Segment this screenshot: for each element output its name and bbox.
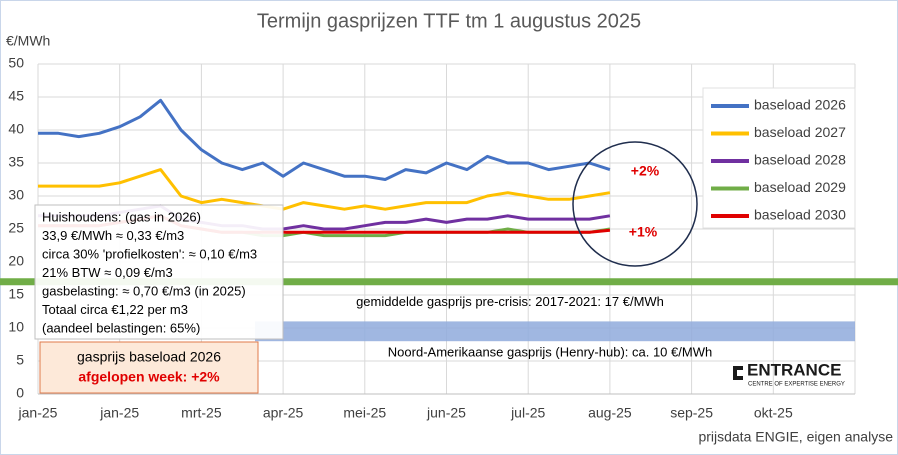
y-tick-label: 35 (8, 154, 24, 170)
logo-mark (733, 366, 743, 380)
legend-label: baseload 2028 (754, 152, 846, 168)
info-line: (aandeel belastingen: 65%) (42, 320, 200, 335)
y-tick-label: 50 (8, 55, 24, 71)
logo-name: ENTRANCE (747, 360, 841, 379)
legend-bg (702, 87, 856, 229)
legend-label: baseload 2027 (754, 124, 846, 140)
y-tick-label: 25 (8, 220, 24, 236)
x-tick-label: jul-25 (510, 405, 545, 421)
info-line: 21% BTW ≈ 0,09 €/m3 (42, 265, 173, 280)
y-tick-label: 40 (8, 121, 24, 137)
x-tick-label: jan-25 (18, 405, 58, 421)
x-tick-label: jan-25 (99, 405, 139, 421)
reference-band (255, 321, 855, 342)
x-tick-label: jun-25 (426, 405, 466, 421)
series-line (38, 168, 611, 211)
x-tick-label: okt-25 (754, 405, 793, 421)
info-lines: Huishoudens: (gas in 2026) 33,9 €/MWh ≈ 0… (42, 209, 257, 335)
legend-label: baseload 2030 (754, 207, 846, 223)
y-tick-label: 0 (16, 385, 24, 401)
legend-label: baseload 2029 (754, 179, 846, 195)
highlight-circle (572, 141, 698, 267)
reference-line-label: gemiddelde gasprijs pre-crisis: 2017-202… (356, 294, 664, 309)
info-box (34, 204, 284, 340)
y-tick-label: 15 (8, 286, 24, 302)
highlight-text: gasprijs baseload 2026 (77, 349, 221, 365)
info-line: circa 30% 'profielkosten': ≈ 0,10 €/m3 (42, 246, 257, 261)
info-box-bg (34, 204, 284, 340)
legend-label: baseload 2026 (754, 97, 846, 113)
y-tick-label: 30 (8, 187, 24, 203)
legend: baseload 2026 baseload 2027 baseload 2028 b… (702, 87, 856, 229)
logo: ENTRANCE CENTRE OF EXPERTISE ENERGY (733, 360, 845, 388)
y-tick-label: 45 (8, 88, 24, 104)
x-tick-label: apr-25 (263, 405, 304, 421)
annotation: +1% (629, 224, 658, 240)
info-line: 33,9 €/MWh ≈ 0,33 €/m3 (42, 228, 184, 243)
annotation: +2% (631, 163, 660, 179)
info-line: Totaal circa €1,22 per m3 (42, 302, 188, 317)
y-axis-label: €/MWh (6, 33, 50, 49)
series-line (38, 98, 611, 181)
y-tick-label: 5 (16, 352, 24, 368)
x-tick-label: sep-25 (670, 405, 713, 421)
x-tick-label: mei-25 (343, 405, 386, 421)
info-line: gasbelasting: ≈ 0,70 €/m3 (in 2025) (42, 283, 246, 298)
x-tick-label: aug-25 (588, 405, 632, 421)
highlight-text: afgelopen week: +2% (78, 369, 220, 385)
highlight-box (39, 341, 259, 394)
y-tick-label: 10 (8, 319, 24, 335)
reference-band-label: Noord-Amerikaanse gasprijs (Henry-hub): … (388, 345, 712, 360)
source: prijsdata ENGIE, eigen analyse (698, 429, 893, 445)
y-tick-label: 20 (8, 253, 24, 269)
info-line: Huishoudens: (gas in 2026) (42, 209, 201, 224)
x-tick-label: mrt-25 (181, 405, 222, 421)
logo-tagline: CENTRE OF EXPERTISE ENERGY (748, 382, 845, 388)
chart-title: Termijn gasprijzen TTF tm 1 augustus 202… (257, 10, 641, 32)
